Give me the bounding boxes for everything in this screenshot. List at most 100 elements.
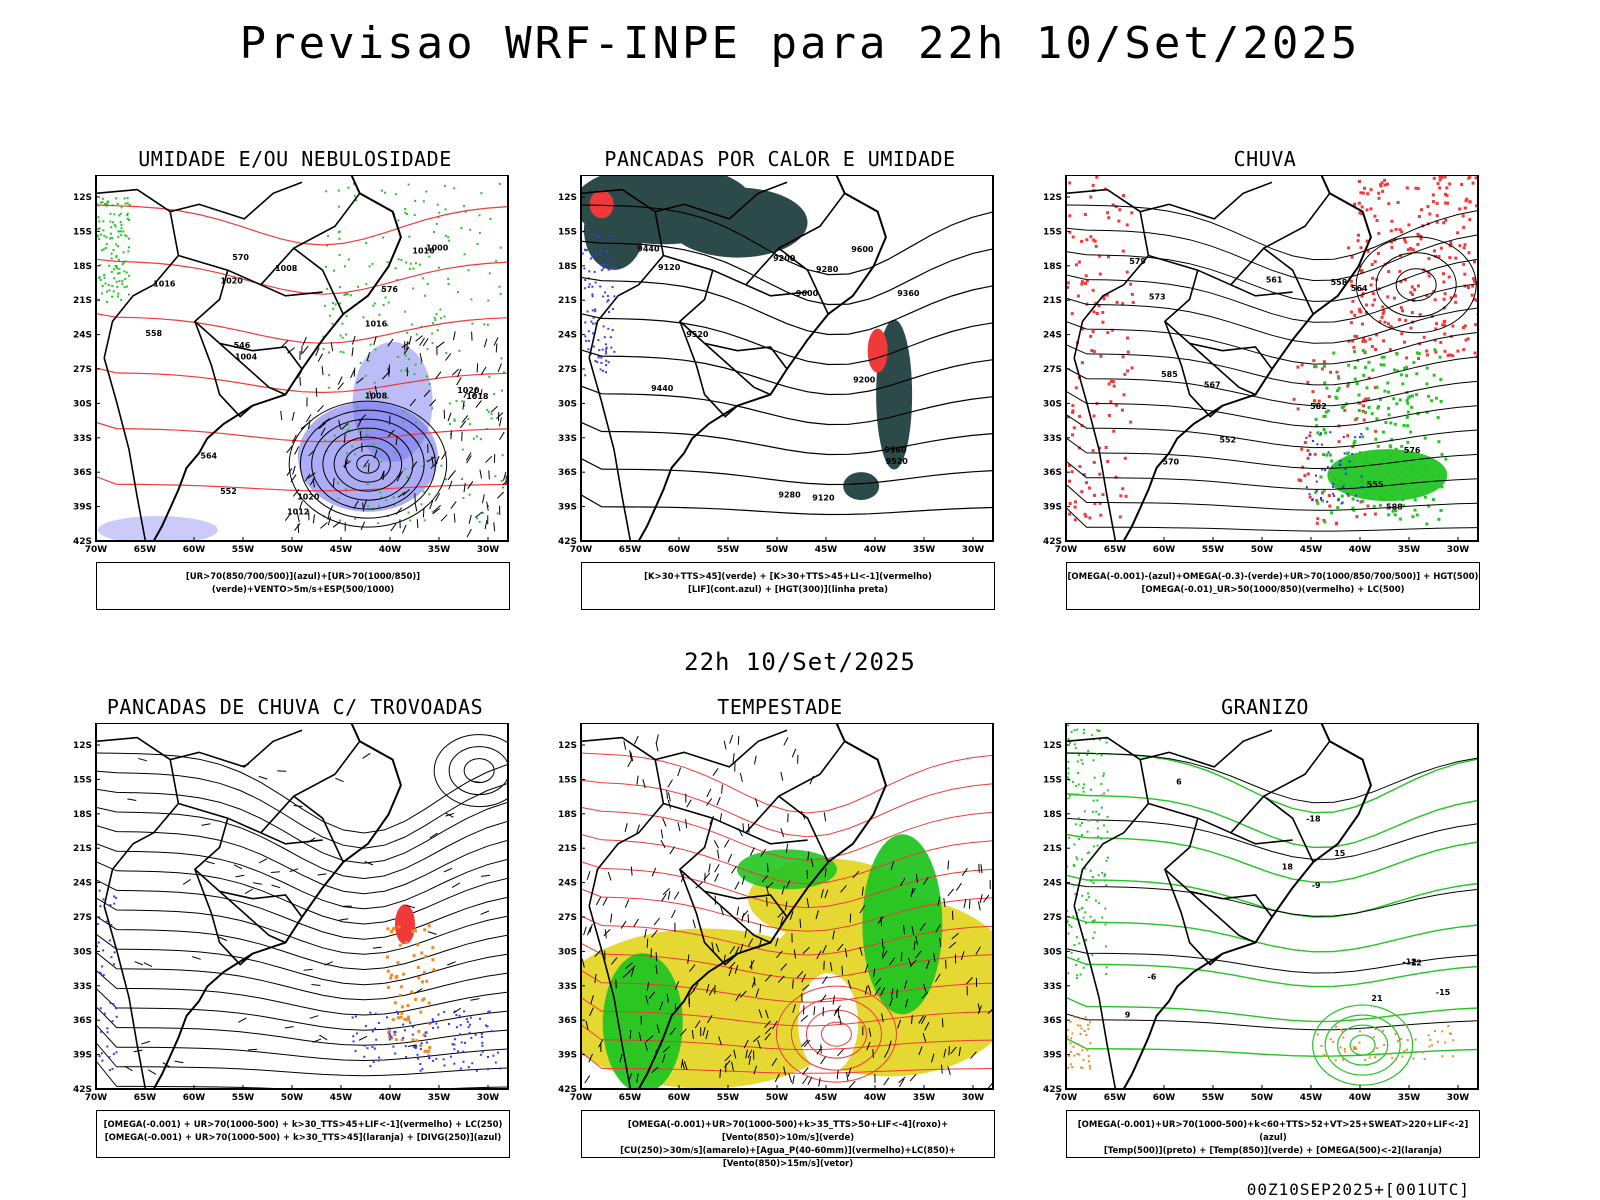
height-contour [581,834,993,885]
height-contour [96,915,508,971]
lat-tick-label: 30S [1043,947,1062,957]
contour-label: 564 [1351,284,1368,293]
border-line [1230,192,1331,286]
lon-tick-label: 40W [864,1093,887,1103]
height-contour [1066,460,1478,490]
contour-line [1337,1024,1389,1066]
contour-label: 18 [1282,862,1294,871]
contour-label: 1020 [457,386,480,395]
lat-tick-label: 24S [73,879,92,889]
height-contour [581,752,993,814]
lat-tick-label: 12S [1043,741,1062,751]
contour-line [1375,252,1457,318]
border-line [1263,795,1314,863]
lat-tick-label: 39S [1043,1051,1062,1061]
lon-tick-label: 65W [1104,1093,1127,1103]
border-line [581,181,788,220]
lat-tick-label: 42S [73,537,92,547]
contour-line [288,400,448,528]
lon-tick-label: 35W [428,1093,451,1103]
lat-tick-label: 39S [73,503,92,513]
border-line [704,890,771,944]
lon-tick-label: 50W [766,545,789,555]
map-svg: 9600 9520 9440 9360 9280 9200 9120 9600 9520 9440… [558,175,994,555]
legend-line: [OMEGA(-0.001)+UR>70(1000-500)+k<60+TTS>… [1077,1120,1469,1143]
contour-label: 582 [1310,402,1327,411]
lat-tick-label: 27S [558,913,577,923]
border-line [260,192,361,286]
contour-label: 1004 [235,352,258,361]
contour-label: -12 [1402,958,1416,967]
border-line [103,357,147,541]
height-contour [96,421,508,443]
height-contour [581,1024,993,1051]
contour-line [356,454,380,474]
height-contour [1066,956,1478,988]
lon-tick-label: 45W [1300,1093,1323,1103]
border-line [581,729,788,768]
border-line [1073,759,1150,907]
legend-line: [Temp(500)](preto) + [Temp(850)](verde) … [1103,1146,1443,1156]
legend-line: [OMEGA(-0.01)_UR>50(1000/850)(vermelho) … [1141,585,1405,595]
map-frame [580,723,994,1090]
height-contour [1066,1037,1478,1057]
contour-label: -9 [1312,881,1321,890]
lat-tick-label: 24S [1043,879,1062,889]
lat-tick-label: 21S [558,844,577,854]
lon-tick-label: 30W [962,1093,985,1103]
contour-label: 9600 [796,289,819,298]
contour-label: 570 [232,253,249,262]
height-contour [1066,297,1478,344]
contour-label: 9 [1125,1010,1131,1019]
height-contour [96,476,508,492]
lat-tick-label: 15S [1043,227,1062,237]
border-line [679,869,739,966]
border-line [293,247,344,315]
map-svg: 588 585 582 579 576 573 570 567 564 561 558 555 552 1… [1043,175,1479,555]
lon-tick-label: 70W [85,545,108,555]
lat-tick-label: 18S [73,262,92,272]
contour-label: 9280 [816,265,839,274]
coastline [1122,723,1372,1089]
map-svg: -6 -9 -12 -15 -18 21 18 15 12 9 6 12S 15S 18S 21S 24S 27… [1043,723,1479,1103]
contour-line [448,746,508,796]
lat-tick-label: 24S [558,879,577,889]
lat-tick-label: 42S [1043,1085,1062,1095]
contour-label: 9440 [651,384,674,393]
valid-time-label: 22h 10/Set/2025 [684,648,916,676]
lon-tick-label: 35W [1398,545,1421,555]
contour-line [463,758,495,784]
lon-tick-label: 55W [232,1093,255,1103]
lon-tick-label: 60W [1153,545,1176,555]
lat-tick-label: 24S [558,331,577,341]
height-contour [1066,507,1478,532]
lat-tick-label: 39S [558,503,577,513]
panel-title: CHUVA [1233,147,1297,171]
border-line [588,759,665,907]
lon-tick-label: 50W [281,1093,304,1103]
contour-label: 9360 [897,289,920,298]
lat-tick-label: 18S [1043,810,1062,820]
contour-label: 1016 [365,319,388,328]
map-frame [95,723,509,1090]
height-contour [96,969,508,1016]
shaded-area [602,953,683,1089]
shaded-area [96,197,131,303]
border-line [194,321,254,418]
border-line [588,211,665,359]
contour-line [333,436,403,492]
lat-tick-label: 27S [73,365,92,375]
border-line [1230,740,1331,834]
map-pancadas-calor: 9600 9520 9440 9360 9280 9200 9120 9600 9520 9440… [545,175,1015,555]
lat-tick-label: 36S [73,1016,92,1026]
lon-tick-label: 40W [864,545,887,555]
height-contour [96,843,508,910]
border-line [1163,817,1273,918]
shaded-area [351,1010,502,1072]
lat-tick-label: 15S [73,227,92,237]
contour-label: -6 [1147,973,1156,982]
lon-tick-label: 30W [1447,1093,1470,1103]
contour-label: 576 [1404,446,1421,455]
